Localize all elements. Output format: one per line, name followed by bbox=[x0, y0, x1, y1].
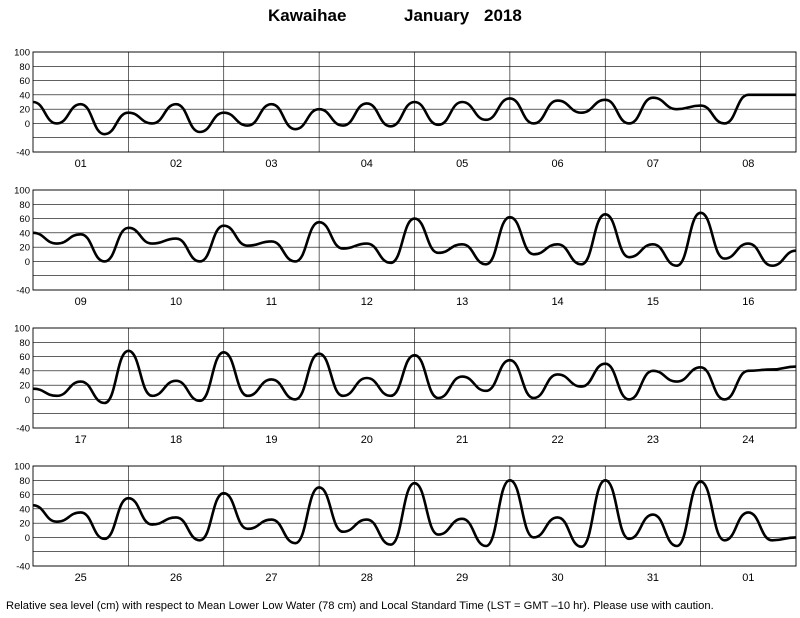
x-tick-label: 01 bbox=[742, 572, 754, 584]
x-tick-label: 21 bbox=[456, 434, 468, 446]
y-tick-label: 0 bbox=[25, 119, 30, 130]
x-tick-label: 27 bbox=[265, 572, 277, 584]
x-tick-label: 10 bbox=[170, 296, 182, 308]
y-tick-label: 100 bbox=[14, 186, 30, 197]
x-tick-label: 03 bbox=[265, 158, 277, 170]
y-tick-label: -40 bbox=[16, 148, 30, 159]
x-tick-label: 16 bbox=[742, 296, 754, 308]
y-tick-label: -40 bbox=[16, 424, 30, 435]
y-tick-label: 40 bbox=[19, 504, 30, 515]
x-tick-label: 04 bbox=[361, 158, 373, 170]
x-tick-label: 20 bbox=[361, 434, 373, 446]
x-tick-label: 11 bbox=[266, 296, 277, 308]
panel-frame bbox=[32, 327, 797, 429]
panel-3: 100 80 60 40 20 0 -40 17 18 19 20 21 22 23 24 bbox=[14, 324, 797, 446]
x-tick-label: 23 bbox=[647, 434, 659, 446]
y-tick-label: 100 bbox=[14, 48, 30, 59]
y-tick-label: -40 bbox=[16, 286, 30, 297]
x-tick-label: 06 bbox=[551, 158, 563, 170]
tide-series-line bbox=[32, 93, 796, 136]
y-tick-label: 80 bbox=[19, 62, 30, 73]
y-tick-label: 60 bbox=[19, 352, 30, 363]
x-tick-label: 25 bbox=[75, 572, 87, 584]
y-tick-label: 80 bbox=[19, 200, 30, 211]
tide-series-line bbox=[32, 349, 797, 405]
y-tick-label: 20 bbox=[19, 243, 30, 254]
y-tick-label: 80 bbox=[19, 476, 30, 487]
y-tick-label: 100 bbox=[14, 462, 30, 473]
x-tick-label: 18 bbox=[170, 434, 182, 446]
x-tick-label: 17 bbox=[75, 434, 87, 446]
x-tick-label: 19 bbox=[265, 434, 277, 446]
x-tick-label: 08 bbox=[742, 158, 754, 170]
y-tick-label: 40 bbox=[19, 228, 30, 239]
x-tick-label: 13 bbox=[456, 296, 468, 308]
y-tick-label: 20 bbox=[19, 105, 30, 116]
x-tick-label: 01 bbox=[75, 158, 87, 170]
y-tick-label: 60 bbox=[19, 490, 30, 501]
y-tick-label: 20 bbox=[19, 381, 30, 392]
station-name: Kawaihae bbox=[268, 6, 347, 25]
panel-frame bbox=[32, 189, 797, 291]
x-tick-label: 31 bbox=[647, 572, 659, 584]
x-tick-label: 24 bbox=[742, 434, 754, 446]
y-tick-label: 100 bbox=[14, 324, 30, 335]
panel-2: 100 80 60 40 20 0 -40 09 10 11 12 13 14 15 16 bbox=[14, 186, 797, 308]
y-tick-label: 0 bbox=[25, 533, 30, 544]
chart-title: Kawaihae January 2018 bbox=[0, 6, 800, 28]
panel-4: 100 80 60 40 20 0 -40 25 26 27 28 29 30 31 01 bbox=[14, 462, 797, 584]
y-tick-label: -40 bbox=[16, 562, 30, 573]
y-tick-label: 40 bbox=[19, 366, 30, 377]
panel-frame bbox=[32, 465, 797, 567]
x-tick-label: 07 bbox=[647, 158, 659, 170]
x-tick-label: 26 bbox=[170, 572, 182, 584]
y-tick-label: 20 bbox=[19, 519, 30, 530]
y-tick-label: 60 bbox=[19, 214, 30, 225]
x-tick-label: 28 bbox=[361, 572, 373, 584]
x-tick-label: 05 bbox=[456, 158, 468, 170]
y-tick-label: 60 bbox=[19, 76, 30, 87]
y-tick-label: 80 bbox=[19, 338, 30, 349]
x-tick-label: 09 bbox=[75, 296, 87, 308]
panel-1: 100 80 60 40 20 0 -40 01 02 03 04 05 06 07 08 bbox=[14, 48, 797, 170]
title-year: 2018 bbox=[484, 6, 522, 25]
x-tick-label: 22 bbox=[551, 434, 563, 446]
tide-series-line bbox=[32, 211, 797, 268]
y-tick-label: 0 bbox=[25, 257, 30, 268]
x-tick-label: 29 bbox=[456, 572, 468, 584]
x-tick-label: 14 bbox=[551, 296, 563, 308]
footer-note: Relative sea level (cm) with respect to … bbox=[6, 600, 714, 612]
x-tick-label: 02 bbox=[170, 158, 182, 170]
tide-series-line bbox=[32, 478, 797, 549]
x-tick-label: 15 bbox=[647, 296, 659, 308]
title-month: January bbox=[404, 6, 470, 25]
y-tick-label: 0 bbox=[25, 395, 30, 406]
x-tick-label: 12 bbox=[361, 296, 373, 308]
y-tick-label: 40 bbox=[19, 90, 30, 101]
x-tick-label: 30 bbox=[551, 572, 563, 584]
